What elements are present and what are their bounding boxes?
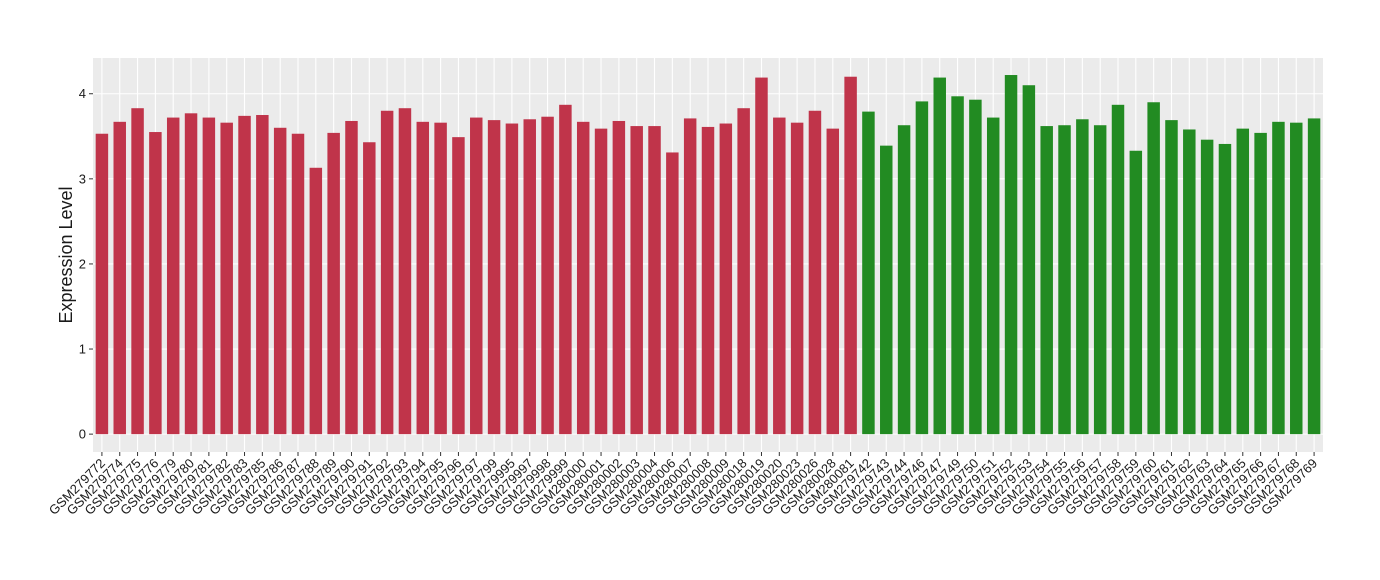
bar (1165, 120, 1178, 435)
bar (1200, 139, 1214, 435)
bar (273, 127, 287, 435)
bar (737, 108, 750, 435)
bar (1093, 125, 1107, 435)
y-tick-label: 3 (79, 171, 86, 186)
bar (434, 122, 447, 435)
bar (131, 108, 144, 435)
y-tick-label: 2 (79, 256, 86, 271)
bar (719, 123, 733, 435)
bar (1218, 143, 1232, 435)
bar (862, 111, 875, 435)
y-tick-label: 1 (79, 342, 86, 357)
bar (915, 101, 929, 435)
bar (1022, 85, 1036, 435)
bar (630, 126, 643, 435)
bar (969, 99, 982, 435)
bar (576, 121, 590, 435)
bar (505, 123, 519, 435)
bar (933, 77, 946, 435)
bar (1129, 150, 1143, 435)
bar (683, 118, 697, 435)
y-tick-label: 4 (79, 86, 86, 101)
bar (220, 122, 233, 435)
bar (594, 128, 608, 435)
bar (790, 122, 804, 435)
bar (1272, 121, 1285, 435)
bar (1307, 118, 1321, 435)
bar (363, 142, 376, 435)
bar (666, 152, 679, 435)
bar (523, 119, 536, 435)
bar (773, 117, 786, 435)
bar (897, 125, 911, 435)
bars (95, 75, 1321, 435)
bar (808, 110, 822, 435)
bar (238, 115, 251, 435)
bar (309, 167, 323, 435)
bar (345, 120, 358, 435)
bar (380, 110, 394, 435)
bar (986, 117, 1000, 435)
bar (95, 133, 109, 435)
y-tick-label: 0 (79, 427, 86, 442)
bar (416, 121, 430, 435)
bar (541, 116, 554, 435)
bar (202, 117, 216, 435)
bar (113, 121, 126, 435)
bar (880, 145, 893, 435)
bar (612, 120, 626, 435)
bar (844, 76, 857, 435)
bar (1058, 125, 1071, 435)
bar (1111, 104, 1125, 435)
bar (1254, 132, 1267, 435)
bar (648, 126, 661, 435)
y-axis-title: Expression Level (56, 186, 76, 323)
bar (559, 104, 572, 435)
bar (1236, 128, 1250, 435)
bar (1040, 126, 1053, 435)
bar (826, 128, 840, 435)
bar (327, 132, 340, 435)
bar (487, 120, 501, 435)
labels: 01234GSM279772GSM279774GSM279775GSM27977… (46, 86, 1320, 517)
bar (291, 133, 305, 435)
bar (184, 113, 198, 435)
bar (1147, 102, 1160, 435)
bar (755, 77, 768, 435)
bar (1076, 119, 1089, 435)
bar (398, 108, 412, 435)
bar (1004, 75, 1018, 435)
bar (951, 96, 964, 435)
bar (701, 126, 715, 435)
bar (1290, 122, 1303, 435)
bar (149, 132, 162, 435)
bar (452, 137, 465, 435)
bar (470, 117, 483, 435)
bar (256, 115, 269, 435)
bar (166, 117, 180, 435)
bar (1183, 129, 1196, 435)
